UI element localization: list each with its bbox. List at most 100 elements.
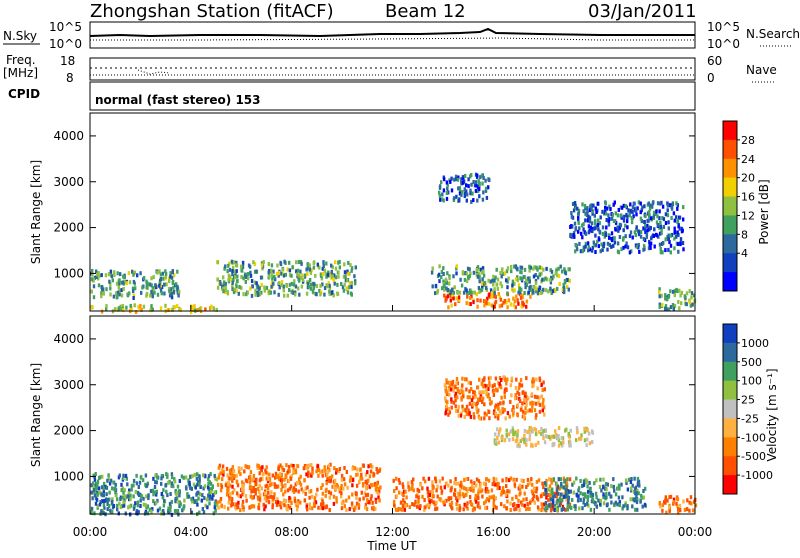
echo-cell: [444, 399, 448, 404]
echo-cell: [619, 223, 623, 228]
echo-cell: [117, 306, 120, 311]
echo-cell: [541, 388, 544, 393]
echo-cell: [168, 501, 172, 506]
echo-cell: [468, 401, 472, 406]
echo-cell: [469, 188, 472, 193]
echo-cell: [513, 288, 516, 293]
echo-cell: [612, 202, 615, 207]
echo-cell: [412, 488, 415, 493]
echo-cell: [476, 184, 480, 189]
echo-cell: [518, 290, 522, 295]
echo-cell: [289, 505, 292, 510]
echo-cell: [134, 310, 138, 314]
echo-cell: [644, 214, 647, 219]
echo-cell: [586, 206, 589, 211]
echo-cell: [159, 272, 163, 277]
echo-cell: [224, 288, 227, 292]
echo-cell: [217, 475, 221, 480]
echo-cell: [364, 472, 368, 477]
echo-cell: [628, 234, 632, 238]
echo-cell: [550, 275, 553, 280]
echo-cell: [630, 486, 633, 491]
colorbar-swatch: [723, 418, 737, 438]
echo-cell: [525, 395, 528, 400]
echo-cell: [352, 508, 356, 512]
echo-cell: [602, 492, 605, 497]
echo-cell: [124, 473, 128, 478]
echo-cell: [287, 464, 291, 469]
echo-cell: [264, 504, 267, 509]
echo-cell: [225, 466, 229, 471]
echo-cell: [330, 474, 334, 479]
echo-cell: [579, 491, 582, 496]
echo-cell: [559, 441, 562, 446]
echo-cell: [529, 294, 532, 299]
echo-cell: [498, 304, 502, 309]
echo-cell: [469, 271, 472, 276]
echo-cell: [617, 207, 620, 212]
echo-cell: [480, 281, 484, 286]
echo-cell: [337, 270, 340, 275]
echo-cell: [629, 202, 632, 207]
echo-cell: [424, 505, 427, 510]
echo-cell: [487, 410, 491, 414]
echo-cell: [320, 502, 323, 507]
echo-cell: [542, 485, 545, 490]
echo-cell: [456, 389, 460, 394]
echo-cell: [152, 492, 155, 497]
echo-cell: [196, 472, 199, 477]
echo-cell: [507, 276, 510, 281]
echo-cell: [445, 180, 449, 185]
echo-cell: [438, 190, 441, 195]
echo-cell: [485, 505, 489, 510]
echo-cell: [676, 289, 680, 293]
echo-cell: [456, 408, 460, 413]
echo-cell: [533, 394, 537, 399]
echo-cell: [107, 476, 110, 481]
echo-cell: [488, 178, 491, 183]
echo-cell: [151, 307, 154, 312]
echo-cell: [279, 501, 282, 505]
echo-cell: [493, 301, 497, 306]
echo-cell: [668, 495, 671, 500]
echo-cell: [321, 266, 324, 271]
echo-cell: [292, 282, 296, 287]
echo-cell: [94, 489, 97, 493]
echo-cell: [562, 440, 565, 445]
echo-cell: [472, 401, 476, 406]
echo-cell: [456, 381, 459, 386]
echo-cell: [172, 285, 175, 290]
echo-cell: [297, 260, 301, 265]
echo-cell: [93, 275, 97, 280]
echo-cell: [639, 230, 643, 234]
echo-cell: [292, 466, 295, 471]
echo-cell: [577, 486, 581, 491]
echo-cell: [269, 290, 273, 295]
echo-cell: [249, 474, 252, 479]
echo-cell: [450, 500, 454, 505]
echo-cell: [314, 273, 317, 278]
echo-cell: [672, 306, 675, 311]
echo-cell: [311, 471, 314, 476]
echo-cell: [325, 473, 329, 478]
echo-cell: [508, 478, 511, 483]
echo-cell: [557, 491, 560, 496]
echo-cell: [610, 484, 613, 489]
echo-cell: [476, 189, 479, 193]
echo-cell: [333, 466, 336, 471]
echo-cell: [678, 226, 681, 231]
echo-cell: [601, 247, 604, 252]
echo-cell: [442, 266, 445, 271]
echo-cell: [542, 502, 546, 507]
echo-cell: [283, 477, 286, 482]
echo-cell: [555, 500, 558, 505]
echo-cell: [342, 288, 346, 293]
echo-cell: [497, 380, 500, 385]
echo-cell: [495, 282, 498, 287]
echo-cell: [500, 492, 503, 497]
echo-cell: [634, 507, 637, 512]
echo-cell: [658, 290, 661, 295]
echo-cell: [273, 482, 276, 487]
echo-cell: [631, 205, 635, 210]
echo-cell: [477, 496, 480, 500]
